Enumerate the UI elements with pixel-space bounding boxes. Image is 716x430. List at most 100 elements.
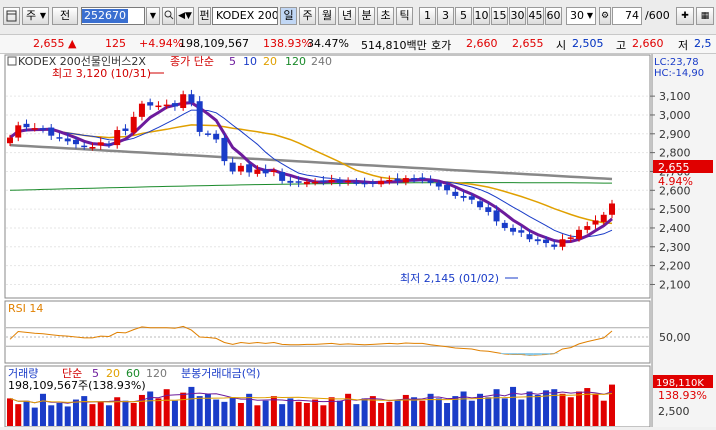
volume-bar [485,397,491,426]
volume-legend-amount: 분봉거래대금(억) [181,367,260,380]
candle-body [213,134,219,140]
candle-body [436,183,442,187]
high-label: 고 [616,37,626,53]
volume-bar [419,401,425,426]
candle-body [543,240,549,243]
y-tick-label: 2,200 [659,260,691,273]
volume-bar [32,408,38,426]
tab-period-day[interactable]: 일 [280,7,297,25]
count-button[interactable]: 60 [545,7,562,25]
count-button[interactable]: 45 [527,7,544,25]
drawing-tool-icon[interactable]: ✚ [676,7,694,25]
volume-legend-120: 120 [146,367,167,380]
period-type-button[interactable]: 전 [52,7,78,25]
volume-bar [568,397,574,426]
volume-bar [23,401,29,426]
candle-body [48,128,54,136]
speaker-icon[interactable]: ◀▼ [176,7,194,25]
candle-body [593,220,599,224]
indicator-icon[interactable]: ▦ [696,7,714,25]
count-button[interactable]: 5 [455,7,472,25]
volume-bar [188,387,194,426]
open-label: 시 [556,37,566,53]
rsi-oversold-fill [509,353,517,354]
fund-button[interactable]: 펀 [198,7,211,25]
candle-body [188,94,194,102]
candle-body [411,178,417,180]
volume-bar [7,398,13,426]
candle-body [40,128,46,130]
count-button[interactable]: 1 [419,7,436,25]
volume-bar [221,402,227,426]
custom-count-input[interactable]: 30▼ [566,7,596,25]
candle-body [147,102,153,105]
lc-label: LC:23,78 [654,57,699,68]
tab-period-year[interactable]: 년 [338,7,356,25]
candle-body [122,129,128,131]
code-input[interactable]: 252670 [81,7,145,25]
amount-value: 514,810백만 [361,37,427,53]
tab-period-minute[interactable]: 분 [358,7,375,25]
tab-period-tick[interactable]: 틱 [396,7,413,25]
volume-bar [40,394,46,426]
rsi-oversold-fill [542,353,550,354]
volume-bar [65,406,71,426]
turnover-percent: 138.93% [263,37,312,50]
tab-period-month[interactable]: 월 [318,7,336,25]
candle-body [312,182,318,184]
bar-count-input[interactable]: 74 [612,7,642,25]
code-dropdown-icon[interactable]: ▼ [146,7,160,25]
volume-bar [180,393,186,426]
current-price: 2,655 ▲ [33,37,76,50]
volume-bar [395,400,401,426]
candle-body [452,192,458,196]
volume-bar [279,404,285,426]
market-select[interactable]: 주▼ [22,7,49,25]
candle-body [560,239,566,247]
rsi-title: RSI 14 [8,302,43,315]
volume-bar [535,395,541,426]
high-annotation: 최고 3,120 (10/31) [52,67,151,80]
volume-bar [362,398,368,426]
legend-close: 종가 단순 [170,55,214,68]
hc-label: HC:-14,90 [654,68,704,79]
low-annotation: 최저 2,145 (01/02) [400,272,499,285]
legend-ma5: 5 [229,55,236,68]
count-button[interactable]: 30 [509,7,526,25]
count-button[interactable]: 3 [437,7,454,25]
high-value: 2,660 [632,37,664,50]
chart-area[interactable]: 50,00 3,1003,0002,9002,8002,7002,6002,50… [0,54,716,427]
search-icon[interactable] [162,7,175,25]
volume-bar [436,398,442,426]
stock-name-field[interactable]: KODEX 200 [212,7,278,25]
count-button[interactable]: 10 [473,7,490,25]
candle-body [106,144,112,146]
settings-icon[interactable]: ⚙ [599,7,611,25]
candle-body [337,180,343,183]
volume-bar [48,405,54,426]
candle-body [510,228,516,232]
volume-bar [386,402,392,426]
y-tick-label: 2,800 [659,147,691,160]
quote-bar: 2,655 ▲ 125 +4.94% 198,109,567 138.93% 3… [0,35,716,54]
volume-value-label: 198,109,567주(138.93%) [8,379,146,392]
tab-period-week[interactable]: 주 [299,7,316,25]
tab-period-second[interactable]: 초 [377,7,394,25]
volume-bar [353,404,359,426]
candle-body [584,226,590,230]
chart-svg[interactable]: 50,00 3,1003,0002,9002,8002,7002,6002,50… [0,54,716,427]
up-arrow-icon: ▲ [68,37,76,50]
volume-bar [98,402,104,426]
y-tick-label: 3,000 [659,109,691,122]
y-tick-label: 2,100 [659,278,691,291]
volume-badge-pct: 138.93% [658,389,707,402]
collapse-icon[interactable] [8,57,16,65]
rsi-oversold-fill [517,353,525,354]
chart-menu-icon[interactable] [3,7,20,25]
candle-body [246,164,252,172]
count-button[interactable]: 15 [491,7,508,25]
candle-body [254,170,260,174]
candle-body [32,128,38,130]
candle-body [197,101,203,132]
candle-body [56,137,62,139]
